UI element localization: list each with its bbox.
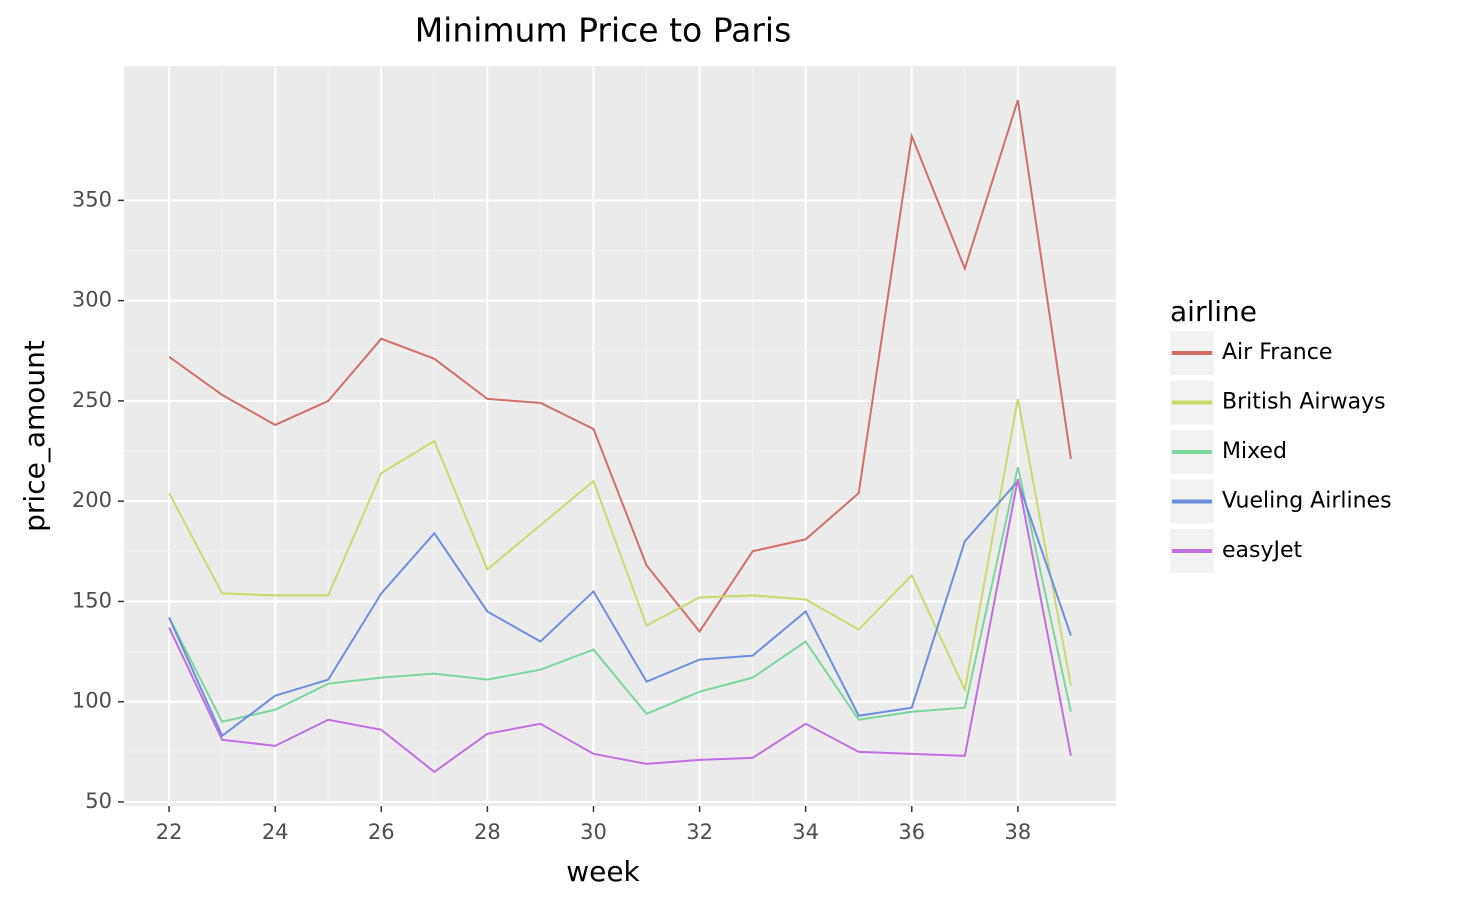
x-tick-label: 28: [474, 820, 501, 844]
lines: [168, 99, 1072, 774]
y-tick-label: 150: [72, 588, 112, 612]
x-tick-label: 24: [262, 820, 289, 844]
x-tick-label: 38: [1004, 820, 1031, 844]
x-tick-label: 26: [368, 820, 395, 844]
y-axis-label: price_amount: [18, 340, 51, 532]
legend-label: Vueling Airlines: [1222, 489, 1392, 514]
y-tick-label: 250: [72, 388, 112, 412]
legend-label: easyJet: [1222, 538, 1303, 563]
y-tick-label: 200: [72, 488, 112, 512]
x-axis-label: week: [566, 855, 640, 888]
x-tick-label: 22: [156, 820, 183, 844]
series-line: [168, 466, 1072, 723]
y-tick-label: 100: [72, 689, 112, 713]
legend-label: British Airways: [1222, 390, 1386, 415]
y-tick-label: 350: [72, 187, 112, 211]
series-line: [168, 478, 1072, 774]
x-tick-label: 32: [686, 820, 713, 844]
y-tick-label: 50: [85, 789, 112, 813]
chart-title: Minimum Price to Paris: [415, 11, 792, 50]
grid: [124, 66, 1116, 806]
series-line: [168, 99, 1072, 634]
legend-label: Air France: [1222, 340, 1332, 365]
legend-title: airline: [1170, 295, 1257, 328]
x-tick-label: 30: [580, 820, 607, 844]
series-line: [168, 479, 1072, 738]
x-tick-label: 34: [792, 820, 819, 844]
x-tick-label: 36: [898, 820, 925, 844]
series-line: [168, 398, 1072, 693]
legend-label: Mixed: [1222, 439, 1287, 464]
y-tick-label: 300: [72, 288, 112, 312]
